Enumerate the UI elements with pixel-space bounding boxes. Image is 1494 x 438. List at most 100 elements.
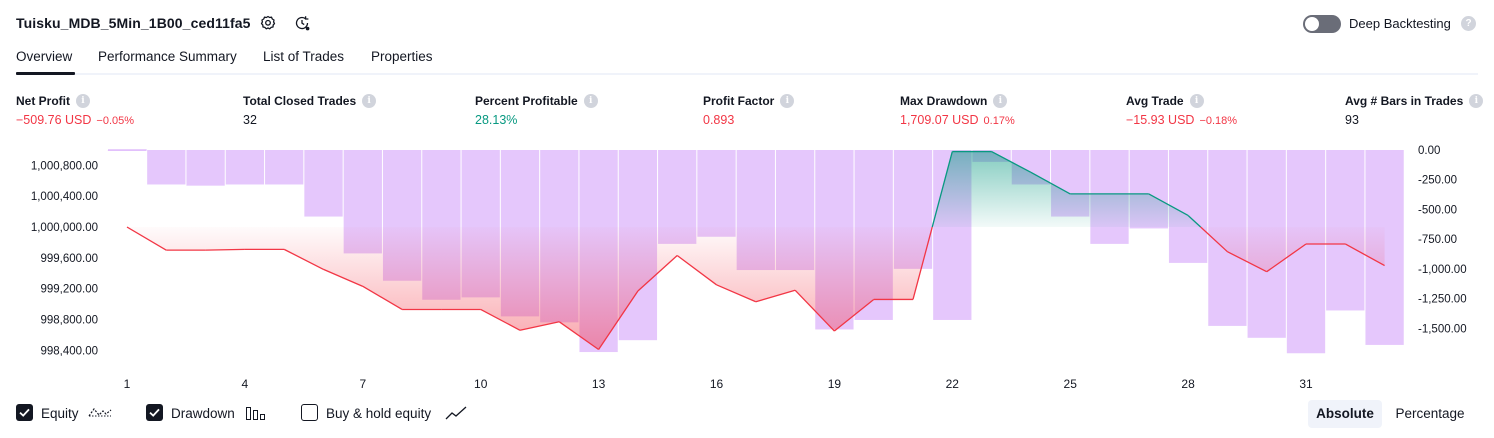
info-icon[interactable]: i: [780, 94, 795, 108]
equity-loss-area: [127, 227, 1385, 350]
metric-label: Avg Trade: [1126, 94, 1184, 108]
equity-line-segment: [323, 268, 364, 287]
absolute-button[interactable]: Absolute: [1308, 400, 1382, 428]
equity-line-segment: [991, 150, 1032, 173]
drawdown-bar: [697, 150, 736, 237]
help-icon[interactable]: ?: [1461, 16, 1476, 31]
equity-line-segment: [205, 248, 245, 251]
equity-line-segment: [637, 255, 678, 292]
tab-performance-summary[interactable]: Performance Summary: [98, 49, 237, 64]
equity-line-segment: [1200, 226, 1228, 253]
drawdown-checkbox[interactable]: [146, 404, 163, 421]
equity-legend-label[interactable]: Equity: [41, 406, 79, 421]
equity-line-segment: [1266, 243, 1307, 273]
metric-net-profit: Net Profit i −509.76 USD −0.05%: [16, 94, 134, 127]
equity-axis-tick: 998,800.00: [40, 314, 98, 326]
info-icon[interactable]: i: [583, 94, 598, 108]
deep-backtesting-label: Deep Backtesting: [1349, 16, 1451, 31]
equity-axis-tick: 999,200.00: [40, 284, 98, 296]
buy-hold-checkbox[interactable]: [301, 404, 318, 421]
metric-value: 28.13%: [475, 113, 518, 127]
equity-line-segment: [519, 321, 560, 331]
percentage-button[interactable]: Percentage: [1395, 406, 1465, 421]
equity-line-segment: [1187, 215, 1202, 228]
drawdown-bar: [147, 150, 186, 185]
tabs-divider: [16, 73, 1478, 75]
metric-value: −509.76 USD: [16, 113, 92, 127]
equity-axis-tick: 999,600.00: [40, 253, 98, 265]
equity-line-icon: [88, 408, 112, 417]
x-axis-tick: 31: [1299, 377, 1313, 391]
info-icon[interactable]: i: [76, 94, 90, 108]
equity-line-segment: [480, 308, 521, 331]
x-axis-tick: 7: [359, 377, 366, 391]
equity-line-segment: [126, 226, 167, 251]
metric-avg-bars-in-trades: Avg # Bars in Trades i 93: [1345, 94, 1484, 127]
drawdown-bar: [225, 150, 265, 185]
drawdown-axis-tick: -1,250.00: [1418, 294, 1467, 306]
x-axis-tick: 10: [474, 377, 488, 391]
equity-line-segment: [1344, 243, 1385, 267]
equity-line-segment: [755, 289, 796, 303]
tab-overview[interactable]: Overview: [16, 49, 73, 64]
equity-line-segment: [1227, 251, 1267, 273]
info-icon[interactable]: i: [1469, 94, 1484, 108]
metric-percent-profitable: Percent Profitable i 28.13%: [475, 94, 598, 127]
drawdown-bar: [265, 150, 304, 185]
metric-total-closed-trades: Total Closed Trades i 32: [243, 94, 377, 127]
tab-properties[interactable]: Properties: [371, 49, 433, 64]
equity-axis-tick: 998,400.00: [40, 345, 98, 357]
buy-hold-legend-label[interactable]: Buy & hold equity: [326, 406, 432, 421]
replay-clock-icon[interactable]: [293, 14, 311, 32]
drawdown-bar: [304, 150, 343, 217]
drawdown-legend-label[interactable]: Drawdown: [171, 406, 235, 421]
x-axis-tick: 16: [710, 377, 724, 391]
metric-value: 0.893: [703, 113, 735, 127]
x-axis-tick: 4: [242, 377, 249, 391]
deep-backtesting-toggle[interactable]: [1303, 15, 1341, 33]
metric-label: Avg # Bars in Trades: [1345, 94, 1464, 108]
x-axis-tick: 25: [1064, 377, 1078, 391]
metric-label: Net Profit: [16, 94, 70, 108]
equity-line-segment: [676, 255, 717, 286]
equity-line-segment: [558, 321, 599, 351]
equity-line-segment: [283, 248, 324, 270]
metric-percent: −0.18%: [1199, 115, 1238, 127]
drawdown-bars-icon: [246, 407, 265, 420]
active-tab-indicator: [16, 72, 75, 75]
equity-checkbox[interactable]: [16, 404, 33, 421]
metric-avg-trade: Avg Trade i −15.93 USD −0.18%: [1126, 94, 1237, 127]
drawdown-bar: [1168, 150, 1208, 263]
x-axis-tick: 28: [1181, 377, 1195, 391]
metric-label: Profit Factor: [703, 94, 775, 108]
metric-value: 1,709.07 USD: [900, 113, 979, 127]
equity-gain-area: [127, 151, 1385, 228]
x-axis-tick: 19: [828, 377, 842, 391]
metric-value: 32: [243, 113, 257, 127]
tab-list-of-trades[interactable]: List of Trades: [263, 49, 345, 64]
equity-line-segment: [716, 284, 757, 303]
metric-value: 93: [1345, 113, 1359, 127]
drawdown-axis-tick: 0.00: [1418, 145, 1440, 157]
equity-line-segment: [794, 289, 835, 332]
metric-percent: −0.05%: [96, 115, 135, 127]
metric-label: Total Closed Trades: [243, 94, 357, 108]
equity-axis-tick: 1,000,400.00: [31, 191, 98, 203]
equity-line-segment: [1030, 171, 1071, 195]
equity-line-segment: [1148, 193, 1189, 217]
x-axis-tick: 1: [124, 377, 131, 391]
metric-profit-factor: Profit Factor i 0.893: [703, 94, 795, 127]
metric-value: −15.93 USD: [1126, 113, 1195, 127]
metric-label: Percent Profitable: [475, 94, 578, 108]
drawdown-axis-tick: -1,500.00: [1418, 323, 1467, 335]
drawdown-axis-tick: -500.00: [1418, 204, 1457, 216]
info-icon[interactable]: i: [993, 94, 1008, 108]
info-icon[interactable]: i: [362, 94, 377, 108]
equity-line-segment: [931, 151, 953, 228]
drawdown-axis-tick: -750.00: [1418, 234, 1457, 246]
info-icon[interactable]: i: [1189, 94, 1204, 108]
equity-line-segment: [362, 285, 403, 311]
equity-axis-tick: 1,000,800.00: [31, 160, 98, 172]
settings-icon[interactable]: [259, 14, 277, 32]
equity-drawdown-chart[interactable]: 1,000,800.00 1,000,400.00 1,000,000.00 999,…: [0, 140, 1494, 396]
